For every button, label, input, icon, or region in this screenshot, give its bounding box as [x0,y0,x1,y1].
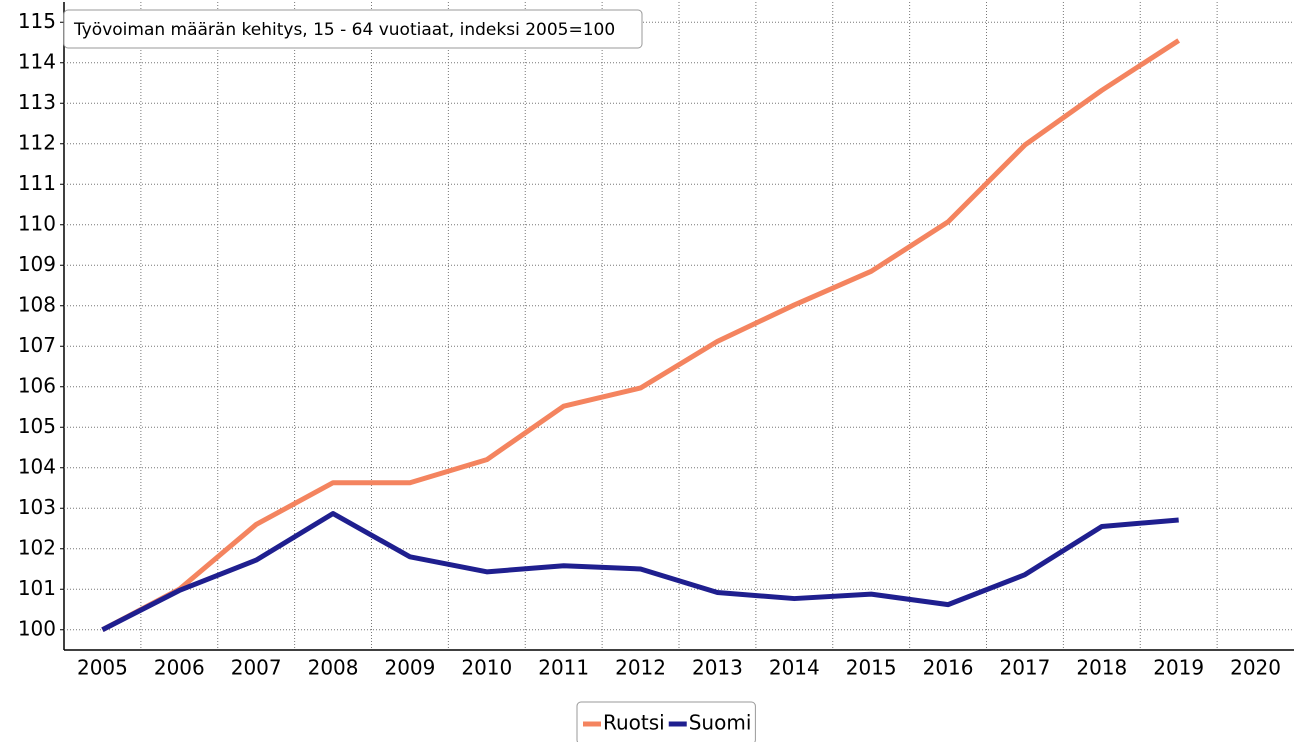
y-tick-label: 101 [18,576,56,600]
title-box [63,9,643,49]
legend: Ruotsi Suomi [576,701,756,742]
x-tick-label: 2005 [77,656,128,680]
x-tick-label: 2014 [769,656,820,680]
y-tick-label: 105 [18,414,56,438]
y-tick-label: 103 [18,495,56,519]
y-tick-label: 114 [18,49,56,73]
y-tick-label: 109 [18,252,56,276]
legend-label: Suomi [689,711,752,735]
x-tick-label: 2008 [308,656,359,680]
y-tick-label: 112 [18,130,56,154]
chart-title: Työvoiman määrän kehitys, 15 - 64 vuotia… [73,20,615,40]
y-tick-label: 108 [18,292,56,316]
line-series [101,38,1181,632]
y-tick-label: 106 [18,373,56,397]
x-tick-label: 2018 [1076,656,1127,680]
x-tick-label: 2020 [1230,656,1281,680]
x-tick-label: 2015 [846,656,897,680]
x-tick-label: 2017 [999,656,1050,680]
grid [60,2,1294,651]
x-tick-label: 2009 [384,656,435,680]
legend-label: Ruotsi [603,711,665,735]
y-tick-label: 115 [18,9,56,33]
x-tick-label: 2016 [923,656,974,680]
legend-box [576,701,756,742]
y-tick-label: 102 [18,535,56,559]
x-tick-label: 2013 [692,656,743,680]
x-tick-label: 2019 [1153,656,1204,680]
y-tick-label: 111 [18,171,56,195]
y-tick-label: 113 [18,90,56,114]
x-tick-label: 2010 [461,656,512,680]
y-tick-label: 110 [18,211,56,235]
x-tick-label: 2006 [154,656,205,680]
y-tick-label: 104 [18,454,56,478]
x-tick-label: 2011 [538,656,589,680]
plot [101,38,1181,632]
x-tick-label: 2012 [615,656,666,680]
x-tick-label: 2007 [231,656,282,680]
y-tick-label: 100 [18,616,56,640]
line-series [101,511,1179,632]
y-tick-label: 107 [18,333,56,357]
